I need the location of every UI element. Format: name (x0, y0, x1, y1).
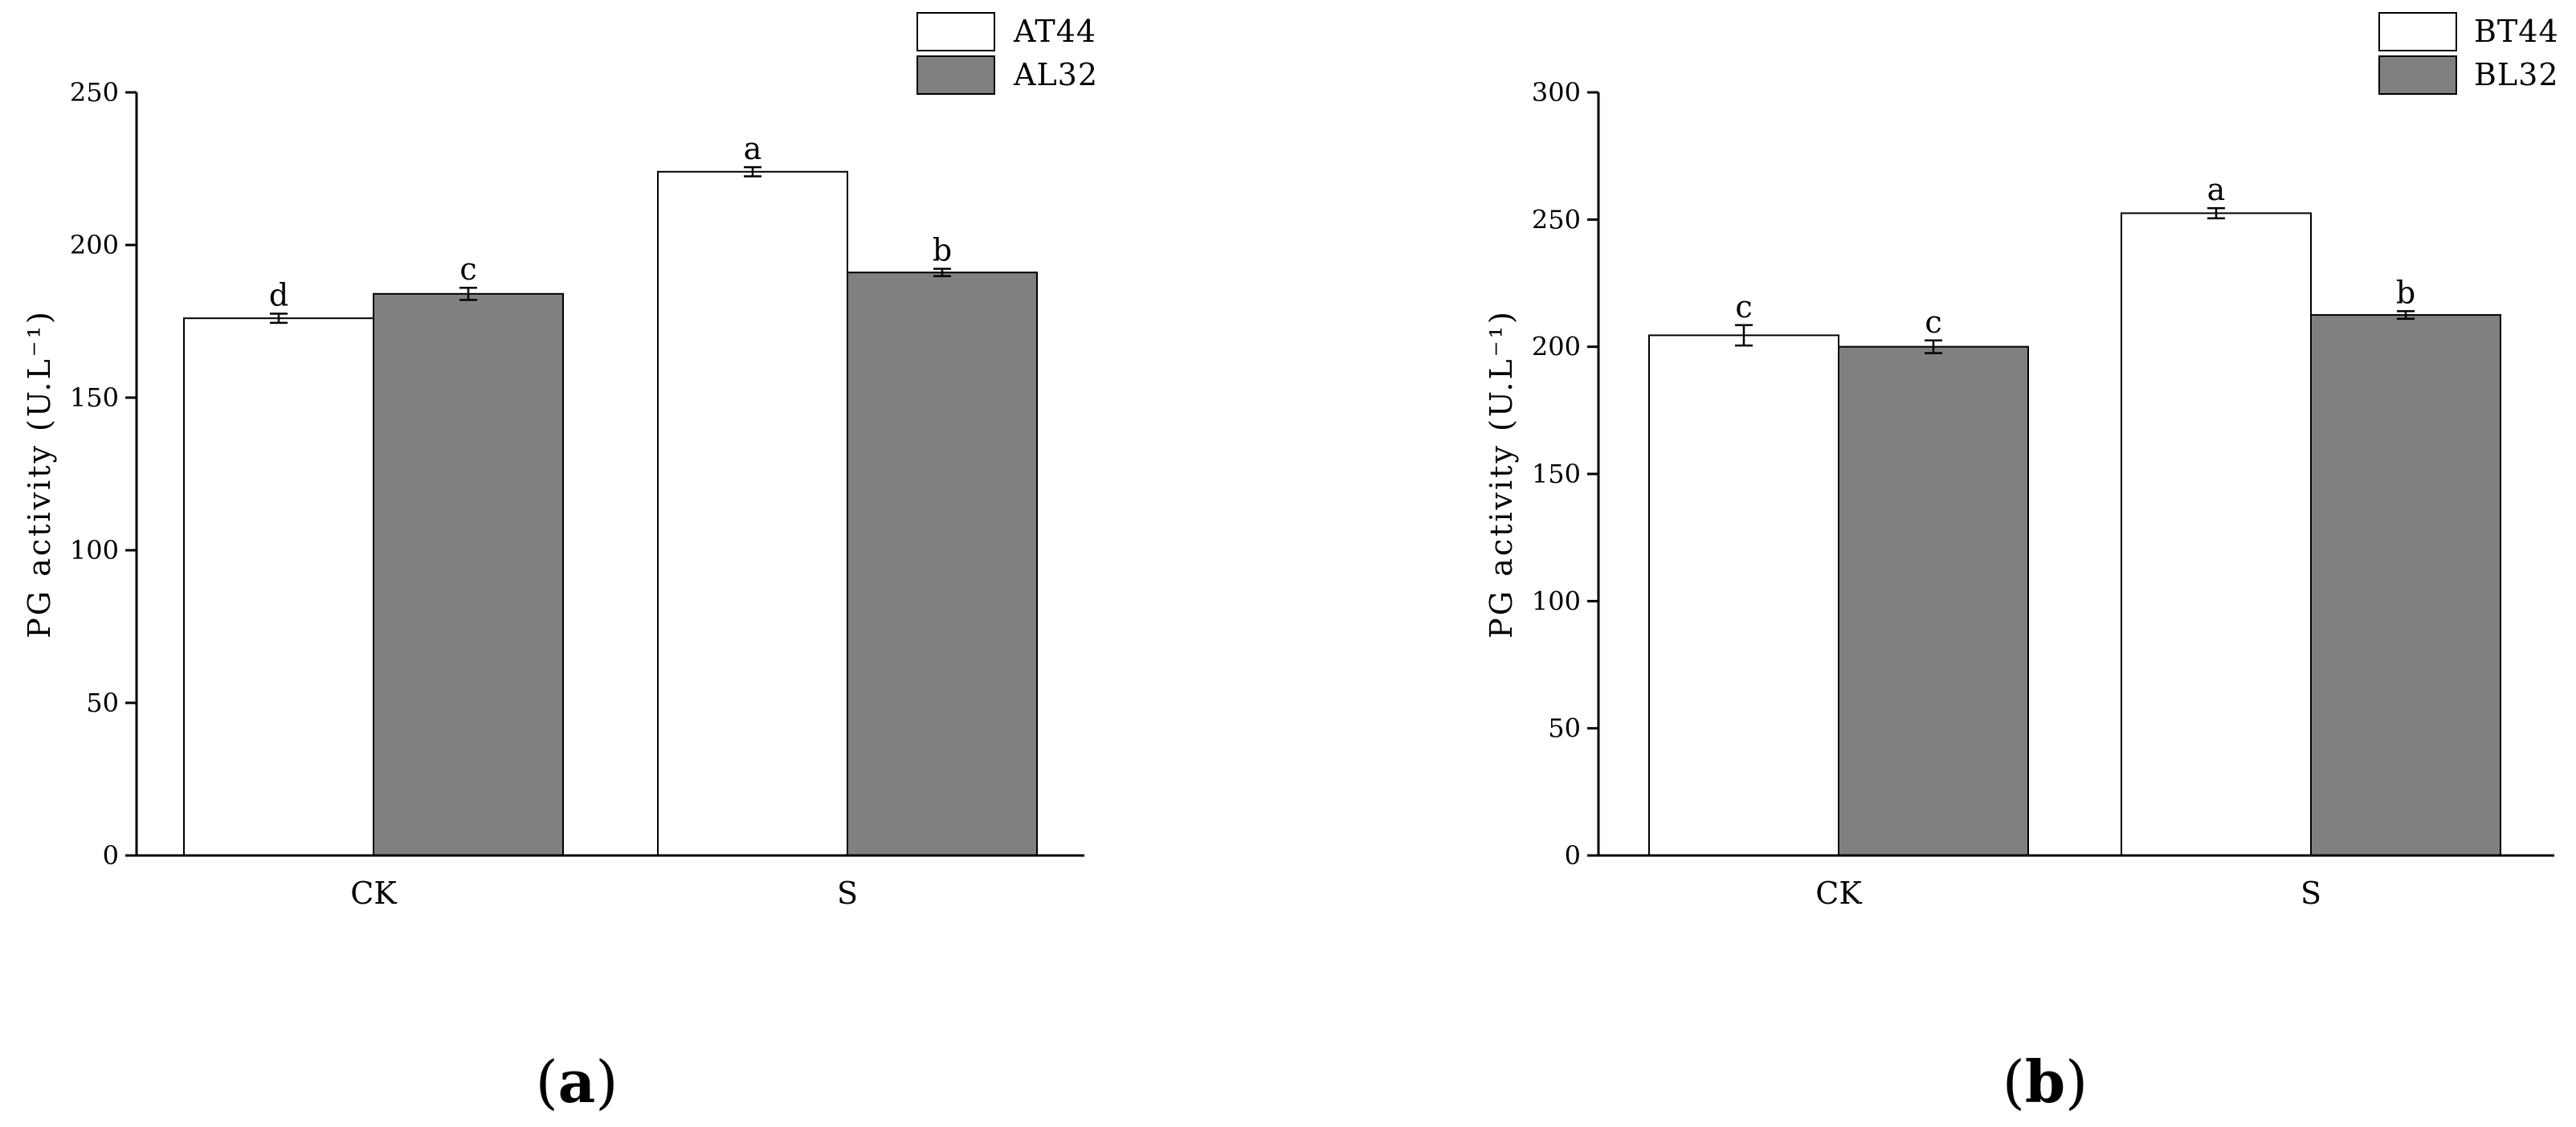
bar (2310, 314, 2501, 857)
y-tick-label: 300 (1532, 77, 1581, 108)
x-category-label: CK (350, 876, 397, 911)
panel-label-a: (a) (536, 1047, 618, 1116)
panel-paren-open: ( (2002, 1048, 2025, 1116)
bar (373, 292, 564, 856)
legend-label: BL32 (2474, 57, 2559, 92)
y-tick-label: 150 (70, 382, 119, 413)
significance-letter: d (269, 278, 288, 313)
legend-swatch (917, 12, 995, 51)
y-tick-label: 100 (70, 535, 119, 566)
y-tick-label: 50 (86, 688, 119, 718)
bar (2121, 212, 2312, 856)
significance-letter: b (2396, 275, 2415, 310)
bar (183, 317, 374, 856)
significance-letter: c (1925, 304, 1941, 340)
significance-letter: a (744, 131, 762, 166)
y-axis-label: PG activity (U.L⁻¹) (22, 309, 57, 639)
y-tick-label: 0 (1565, 840, 1581, 871)
significance-letter: c (459, 251, 476, 287)
y-tick-label: 200 (70, 230, 119, 260)
legend-swatch (2378, 12, 2457, 51)
significance-letter: a (2207, 172, 2226, 207)
panel-paren-close: ) (2065, 1048, 2088, 1116)
y-tick-label: 100 (1532, 586, 1581, 616)
y-axis-label: PG activity (U.L⁻¹) (1484, 309, 1519, 639)
y-tick-label: 250 (70, 77, 119, 108)
x-category-label: S (2300, 876, 2321, 911)
legend-label: AL32 (1013, 57, 1098, 92)
legend-label: BT44 (2474, 14, 2559, 49)
y-tick-label: 150 (1532, 459, 1581, 489)
chart-a: d a c b 0 50 100 150 200 250 CK S PG activity (U.L⁻¹… (22, 12, 1098, 911)
y-tick-label: 250 (1532, 204, 1581, 235)
x-category-label: S (837, 876, 858, 911)
panel-paren-open: ( (536, 1048, 558, 1116)
significance-letter: c (1735, 289, 1752, 325)
bar (1838, 345, 2029, 856)
y-tick-label: 200 (1532, 332, 1581, 362)
legend-label: AT44 (1013, 14, 1096, 49)
panel-paren-close: ) (595, 1048, 618, 1116)
x-category-label: CK (1815, 876, 1862, 911)
bar (657, 170, 848, 857)
y-tick-label: 0 (103, 840, 119, 871)
panel-letter: b (2025, 1047, 2065, 1116)
panel-label-b: (b) (2002, 1047, 2088, 1116)
significance-letter: b (933, 233, 952, 268)
chart-b: c a c b 0 50 100 150 200 250 300 CK S PG activity (U.… (1484, 12, 2559, 911)
panel-letter: a (558, 1047, 596, 1116)
legend-swatch (917, 55, 995, 95)
y-tick-label: 50 (1548, 713, 1581, 744)
legend-swatch (2378, 55, 2457, 95)
bar (1648, 334, 1839, 856)
bar (847, 272, 1038, 856)
